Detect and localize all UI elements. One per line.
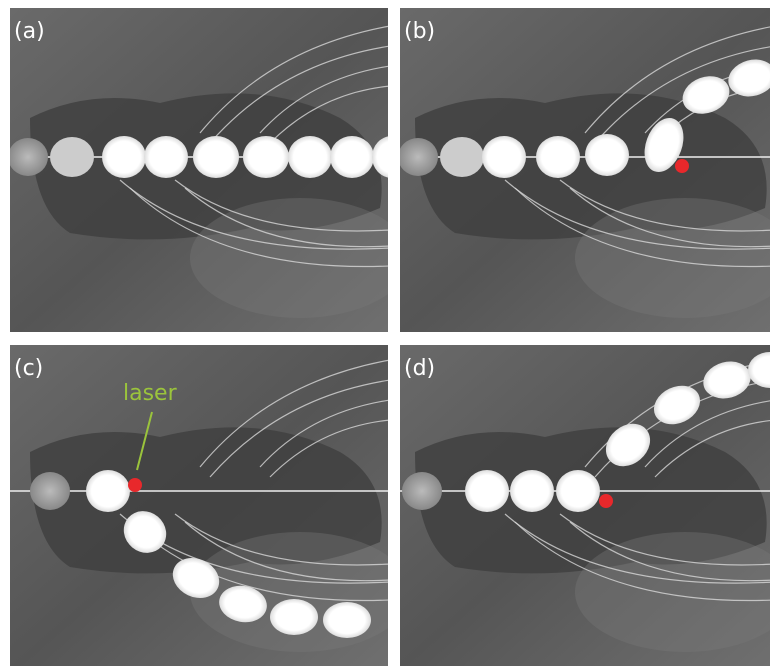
panel-b	[395, 8, 770, 338]
panel-label: (d)	[404, 356, 435, 381]
panel-label: (a)	[14, 19, 45, 44]
panel-label: (c)	[14, 356, 43, 381]
panel-label: (b)	[404, 19, 435, 44]
panel-a	[8, 8, 412, 338]
panel-d	[395, 342, 770, 666]
annotation: laser	[123, 381, 178, 406]
figure: (a) (b) (c) (d) laser	[0, 0, 770, 666]
panel-c	[10, 342, 410, 666]
